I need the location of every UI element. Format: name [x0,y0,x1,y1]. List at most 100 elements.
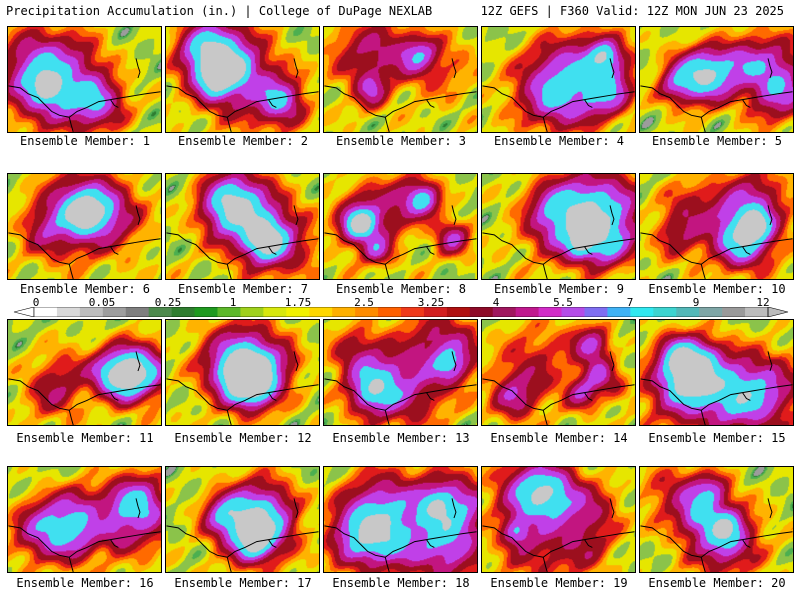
colorbar-tick-label: 0.25 [154,296,182,309]
precip-field [640,467,793,572]
ensemble-member-map-4 [481,26,636,133]
ensemble-member-label: Ensemble Member: 7 [177,282,309,296]
boundary-lines [324,498,477,572]
ensemble-member-label: Ensemble Member: 19 [490,576,628,590]
map-title: Precipitation Accumulation (in.) | Colle… [6,4,433,18]
colorbar-swatch [722,307,746,317]
colorbar-swatches [13,307,789,317]
boundary-lines [324,205,477,279]
boundary-lines [324,351,477,425]
ensemble-member-map-18 [323,466,478,573]
colorbar-swatch [515,307,540,317]
colorbar-swatch [263,307,287,317]
colorbar-tick-label: 0 [32,296,40,309]
colorbar-tick-label: 3.25 [417,296,445,309]
boundary-lines [8,205,161,279]
ensemble-member-map-10 [639,173,794,280]
ensemble-member-label: Ensemble Member: 20 [648,576,786,590]
boundary-lines [482,58,635,132]
boundary-lines [166,498,319,572]
colorbar-swatch [538,307,563,317]
precip-field [8,467,161,572]
model-run-info: 12Z GEFS | F360 Valid: 12Z MON JUN 23 20… [480,4,784,18]
colorbar-swatch [745,307,769,317]
colorbar-swatch [607,307,631,317]
precip-field [640,27,793,132]
ensemble-member-label: Ensemble Member: 16 [16,576,154,590]
colorbar-swatch [148,307,173,317]
ensemble-member-label: Ensemble Member: 2 [177,134,309,148]
colorbar-swatch [469,307,494,317]
ensemble-member-label: Ensemble Member: 9 [493,282,625,296]
ensemble-member-map-19 [481,466,636,573]
colorbar-swatch [378,307,402,317]
ensemble-member-map-17 [165,466,320,573]
precip-field [482,27,635,132]
ensemble-member-label: Ensemble Member: 8 [335,282,467,296]
boundary-lines [482,498,635,572]
colorbar-swatch [446,307,471,317]
colorbar-tick-label: 5.5 [553,296,573,309]
colorbar-swatch [34,307,58,317]
ensemble-member-map-15 [639,319,794,426]
colorbar-swatch [286,307,310,317]
ensemble-member-map-6 [7,173,162,280]
precip-field [482,320,635,425]
ensemble-member-label: Ensemble Member: 12 [174,431,312,445]
colorbar-swatch [401,307,425,317]
ensemble-member-map-11 [7,319,162,426]
colorbar-swatch [561,307,585,317]
precip-field [8,174,161,279]
colorbar-min-arrow [13,307,35,317]
colorbar-swatch [630,307,654,317]
colorbar-swatch [125,307,150,317]
colorbar-max-arrow [767,307,789,317]
colorbar-swatch [653,307,677,317]
precip-field [640,174,793,279]
colorbar-swatch [240,307,264,317]
ensemble-member-map-12 [165,319,320,426]
colorbar-tick-label: 0.05 [88,296,116,309]
precip-field [8,320,161,425]
ensemble-member-map-14 [481,319,636,426]
precip-field [324,174,477,279]
ensemble-member-label: Ensemble Member: 15 [648,431,786,445]
ensemble-member-label: Ensemble Member: 11 [16,431,154,445]
ensemble-member-label: Ensemble Member: 18 [332,576,470,590]
ensemble-member-map-8 [323,173,478,280]
colorbar-tick-label: 12 [756,296,770,309]
boundary-lines [482,351,635,425]
precip-field [324,320,477,425]
colorbar-tick-label: 2.5 [354,296,374,309]
colorbar-swatch [332,307,356,317]
ensemble-member-label: Ensemble Member: 4 [493,134,625,148]
ensemble-member-label: Ensemble Member: 17 [174,576,312,590]
precip-field [166,27,319,132]
precip-field [166,467,319,572]
colorbar-swatch [102,307,127,317]
colorbar-tick-label: 1.75 [284,296,312,309]
boundary-lines [8,58,161,132]
ensemble-member-label: Ensemble Member: 6 [19,282,151,296]
boundary-lines [482,205,635,279]
ensemble-member-map-5 [639,26,794,133]
precip-colorbar: 0 0.05 0.25 1 1.75 2.5 3.25 4 5.5 7 9 12 [0,296,800,320]
ensemble-member-map-1 [7,26,162,133]
ensemble-member-label: Ensemble Member: 3 [335,134,467,148]
ensemble-member-label: Ensemble Member: 5 [651,134,783,148]
colorbar-swatch [492,307,517,317]
precip-field [324,27,477,132]
ensemble-member-label: Ensemble Member: 13 [332,431,470,445]
ensemble-member-map-2 [165,26,320,133]
colorbar-swatch [217,307,241,317]
colorbar-swatch [309,307,333,317]
boundary-lines [640,58,793,132]
precip-field [166,174,319,279]
boundary-lines [166,205,319,279]
precip-field [8,27,161,132]
colorbar-tick-label: 1 [229,296,237,309]
colorbar-swatch [171,307,196,317]
ensemble-member-map-7 [165,173,320,280]
colorbar-swatch [355,307,379,317]
colorbar-swatch [56,307,81,317]
